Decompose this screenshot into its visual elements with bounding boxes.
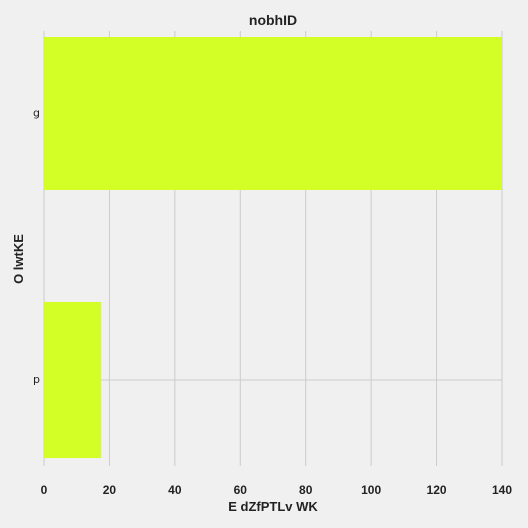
x-axis-label: E dZfPTLv WK (228, 499, 318, 514)
x-tick-label-6: 120 (427, 483, 447, 497)
x-tick-label-5: 100 (361, 483, 381, 497)
chart-title: nobhID (249, 12, 297, 28)
x-tick-label-7: 140 (492, 483, 512, 497)
x-tick-label-1: 20 (103, 483, 117, 497)
x-tick-label-4: 80 (299, 483, 313, 497)
bars (44, 37, 502, 458)
y-category-label-p: p (33, 373, 40, 386)
bar-p (44, 302, 102, 458)
y-category-labels: gp (33, 107, 40, 387)
y-category-label-g: g (33, 107, 40, 120)
y-axis-label: O lwtKE (11, 234, 26, 284)
x-tick-labels: 0 20 40 60 80 100 120 140 (41, 483, 513, 497)
x-tick-label-2: 40 (168, 483, 182, 497)
bar-g (44, 37, 502, 190)
x-tick-label-0: 0 (41, 483, 48, 497)
x-tick-label-3: 60 (234, 483, 248, 497)
